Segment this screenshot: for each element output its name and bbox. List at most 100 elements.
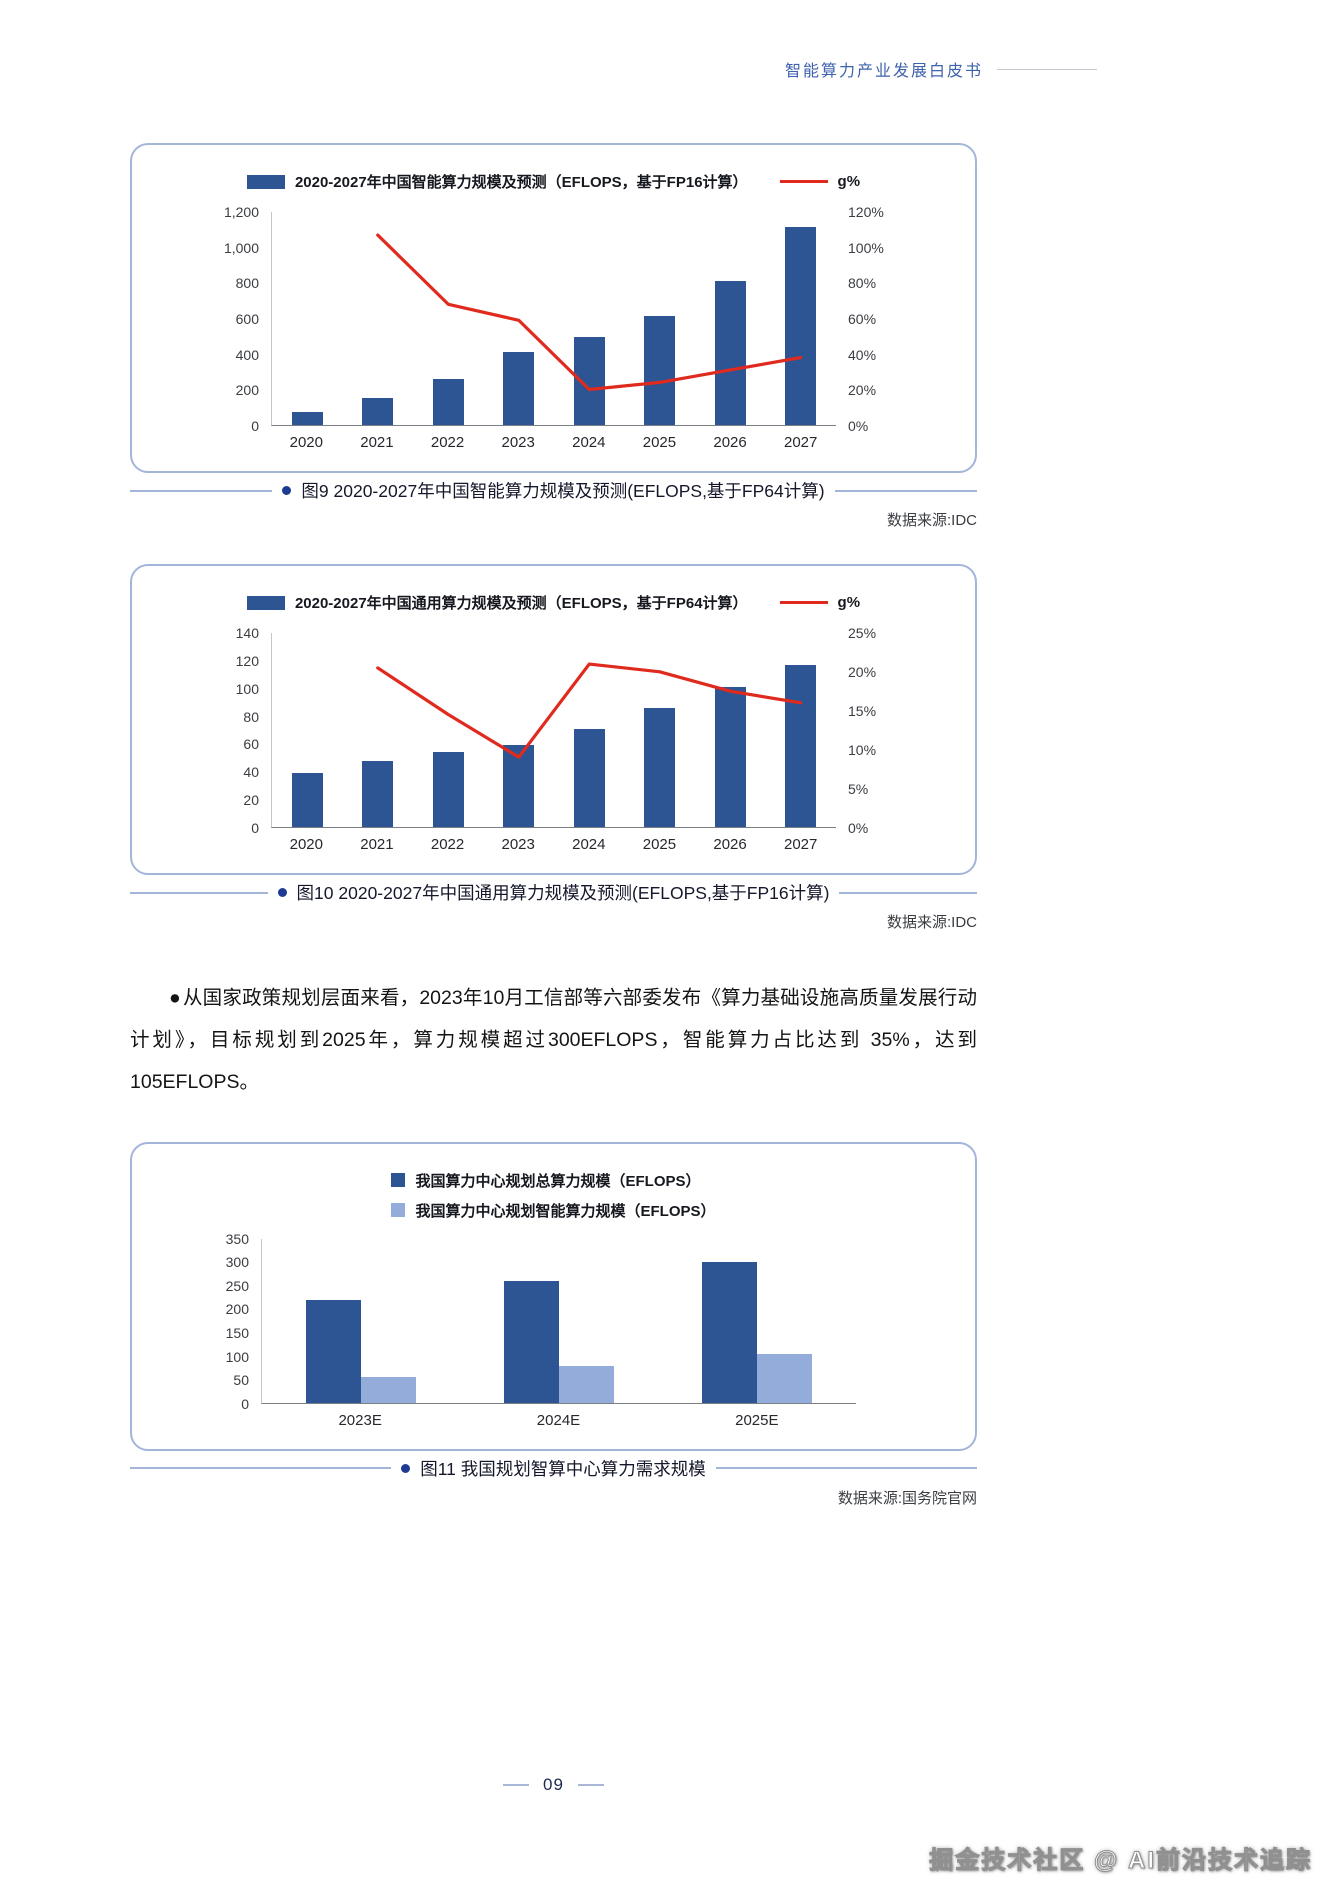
figure10-legend: 2020-2027年中国通用算力规模及预测（EFLOPS，基于FP64计算） g… [156,592,951,613]
axis-tick-label: 200 [235,382,259,399]
bar [503,1280,559,1403]
bar [432,752,464,827]
bar-series-label: 2020-2027年中国通用算力规模及预测（EFLOPS，基于FP64计算） [294,595,748,612]
figure10-plot [271,633,836,828]
figure9-x-labels: 2020 2021 2022 2023 2024 2025 2026 2027 [156,434,951,451]
axis-tick-label: 600 [235,311,259,327]
header-rule [997,68,1097,70]
figure9-plot [271,212,836,426]
axis-tick-label: 5% [848,781,869,797]
axis-tick-label: 15% [848,703,877,719]
axis-tick-label: 25% [848,625,877,641]
x-axis-label: 2026 [713,434,747,451]
bar-group-2023 [484,633,555,827]
bar [503,351,535,425]
bar-group-2024 [554,633,625,827]
bar-series-swatch [246,174,285,189]
figure11-right-spacer [856,1239,951,1404]
axis-tick-label: 80% [848,275,877,292]
total-series-label: 我国算力中心规划总算力规模（EFLOPS） [415,1172,701,1190]
figure11-chart-card: 我国算力中心规划总算力规模（EFLOPS） 我国算力中心规划智能算力规模（EFL… [130,1141,977,1451]
axis-tick-label: 20% [848,664,877,680]
axis-tick-label: 100% [848,239,884,256]
axis-tick-label: 120% [848,204,884,220]
bar [361,1377,417,1403]
figure10-source: 数据来源:IDC [886,914,977,931]
bar-group-2024E [460,1239,658,1403]
figure10-caption: 图10 2020-2027年中国通用算力规模及预测(EFLOPS,基于FP16计… [296,883,830,903]
intelligent-series-legend-item: 我国算力中心规划智能算力规模（EFLOPS） [391,1200,716,1221]
figure11-chart-area: 350 300 250 200 150 100 50 0 [156,1232,951,1411]
bar-group-2020 [272,633,343,827]
caption-connector-line [715,1467,977,1470]
bar-group-2025 [625,633,696,827]
bar-group-2027 [766,212,837,425]
axis-tick-label: 60% [848,311,877,327]
x-axis-label: 2022 [430,434,465,451]
figure11-plot [261,1238,856,1404]
x-axis-label: 2027 [784,434,818,451]
bar [291,411,323,425]
axis-tick-label: 60 [243,736,259,753]
x-axis-label: 2021 [360,434,394,451]
axis-tick-label: 40 [243,764,259,781]
bar [785,226,817,425]
bar [503,745,535,827]
axis-tick-label: 200 [225,1301,249,1318]
bar [785,664,817,827]
x-axis-label: 2025E [735,1411,779,1429]
x-axis-label: 2025 [642,434,677,451]
axis-tick-label: 800 [235,275,259,292]
total-series-swatch [391,1173,406,1188]
figure11-x-labels: 2023E 2024E 2025E [156,1412,951,1429]
caption-dot [277,888,287,897]
caption-connector-line [130,891,268,894]
intelligent-series-label: 我国算力中心规划智能算力规模（EFLOPS） [415,1202,716,1220]
page-header: 智能算力产业发展白皮书 [785,57,1097,81]
figure10-caption-row: 图10 2020-2027年中国通用算力规模及预测(EFLOPS,基于FP16计… [130,880,978,905]
header-title: 智能算力产业发展白皮书 [784,63,983,80]
bar-group-2025 [625,212,696,425]
growth-line-label: g% [837,173,861,190]
paragraph-bullet: ● [169,987,181,1009]
figure9-caption-row: 图9 2020-2027年中国智能算力规模及预测(EFLOPS,基于FP64计算… [130,478,977,503]
page-footer: 09 [130,1775,977,1795]
figure9-source-row: 数据来源:IDC [130,509,977,530]
figure10-x-labels: 2020 2021 2022 2023 2024 2025 2026 2027 [156,836,951,853]
bar [432,379,464,425]
figure9-chart-area: 1,200 1,000 800 600 400 200 0 120% 100% 80% 60% 40… [156,205,951,433]
bar [362,397,394,425]
axis-tick-label: 100 [235,680,259,697]
x-axis-label: 2024 [572,434,606,451]
growth-line-swatch [779,601,828,604]
bar [757,1353,813,1403]
axis-tick-label: 10% [848,742,877,758]
bar [559,1366,615,1403]
axis-tick-label: 100 [225,1348,249,1365]
growth-line-label: g% [837,594,861,611]
content-column: 2020-2027年中国智能算力规模及预测（EFLOPS，基于FP16计算） g… [130,143,978,1508]
axis-tick-label: 0 [251,820,259,836]
figure9-left-axis: 1,200 1,000 800 600 400 200 0 [156,205,271,433]
caption-dot [282,486,292,495]
watermark: 掘金技术社区 @ AI前沿技术追踪 [929,1847,1312,1875]
figure9-chart-card: 2020-2027年中国智能算力规模及预测（EFLOPS，基于FP16计算） g… [130,143,977,473]
figure11-line-layer [262,1239,856,1403]
axis-tick-label: 400 [235,346,259,363]
axis-tick-label: 140 [235,625,259,641]
figure9-legend: 2020-2027年中国智能算力规模及预测（EFLOPS，基于FP16计算） g… [156,171,951,192]
bar-group-2022 [413,212,484,425]
axis-tick-label: 1,000 [223,239,259,256]
bar [701,1262,757,1403]
axis-tick-label: 0% [848,418,869,434]
x-axis-label: 2021 [360,836,394,853]
bar-series-label: 2020-2027年中国智能算力规模及预测（EFLOPS，基于FP16计算） [294,174,748,191]
bar [644,315,676,425]
figure11-left-axis: 350 300 250 200 150 100 50 0 [156,1232,261,1411]
axis-tick-label: 20 [243,792,259,809]
figure11-legend: 我国算力中心规划总算力规模（EFLOPS） 我国算力中心规划智能算力规模（EFL… [391,1170,716,1221]
bar-group-2022 [413,633,484,827]
axis-tick-label: 40% [848,346,877,363]
bar-group-2025E [658,1239,856,1403]
